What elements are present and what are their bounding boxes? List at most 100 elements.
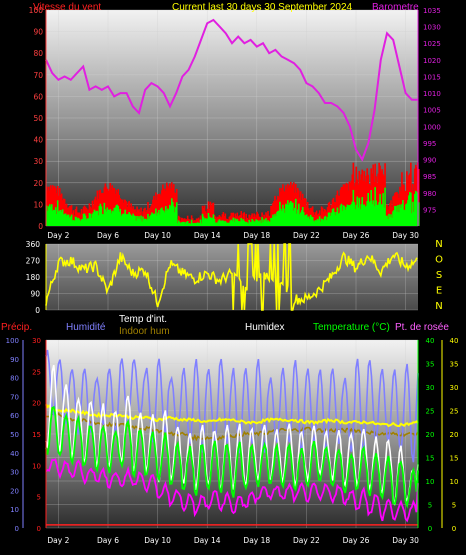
compass-label: N — [435, 301, 442, 312]
wind-bar — [178, 222, 181, 226]
wind-direction-ticks: 0 90 180 270 360 — [26, 240, 41, 315]
wind-bar — [168, 209, 170, 226]
wind-bar — [247, 223, 249, 226]
wind-bar — [286, 204, 288, 226]
gust-bar — [167, 185, 169, 226]
wind-bar — [141, 221, 143, 226]
wind-bar — [226, 222, 229, 226]
wind-bar — [240, 217, 243, 226]
wind-bar — [180, 222, 183, 226]
wind-bar — [399, 204, 401, 226]
wind-bar — [298, 214, 301, 226]
wind-bar — [211, 217, 214, 226]
gust-bar — [192, 220, 195, 226]
wind-speed-label: Vitesse du vent — [33, 2, 102, 13]
wind-bar — [310, 216, 313, 226]
gust-bar — [54, 188, 57, 226]
wind-bar — [309, 214, 312, 226]
wind-bar — [373, 206, 375, 226]
gust-bar — [349, 182, 352, 226]
temp2-tick-label: 25 — [450, 408, 459, 416]
wind-bar — [418, 202, 420, 226]
wind-bar — [220, 220, 223, 226]
wind-bar — [273, 216, 275, 226]
wind-bar — [143, 219, 145, 226]
wind-bar — [338, 212, 341, 226]
gust-bar — [391, 206, 393, 226]
wind-bar — [84, 215, 87, 226]
wind-bar — [85, 219, 88, 226]
gust-bar — [69, 205, 72, 226]
gust-bar — [225, 218, 228, 226]
gust-bar — [343, 184, 346, 226]
gust-bar — [350, 180, 353, 226]
gust-bar — [91, 200, 94, 226]
gust-bar — [184, 219, 187, 226]
wind-bar — [78, 219, 81, 226]
wind-bar — [262, 222, 264, 226]
temp2-tick-label: 15 — [450, 455, 459, 463]
wind-bar — [200, 223, 203, 226]
wind-bar — [212, 214, 215, 226]
gust-bar — [211, 203, 214, 226]
x-tick-label: Day 22 — [293, 231, 320, 240]
wind-bar — [362, 205, 365, 226]
x-tick-label: Day 6 — [97, 536, 119, 545]
gust-bar — [320, 206, 323, 226]
barometer-line — [45, 18, 418, 162]
gust-bar — [360, 174, 363, 226]
humidity-tick-label: 50 — [10, 431, 19, 439]
wind-bar — [53, 210, 56, 226]
wind-baro-x-ticks: Day 2 Day 6 Day 10 Day 14 Day 18 Day 22 Day 26… — [47, 231, 419, 240]
gust-bar — [78, 212, 81, 226]
wind-bar — [154, 213, 156, 226]
gust-bar — [418, 168, 420, 226]
baro-tick-label: 1000 — [423, 123, 441, 131]
gust-bar — [156, 199, 158, 226]
wind-bar — [266, 221, 268, 226]
wind-bar — [292, 202, 294, 226]
wind-bar — [279, 201, 281, 226]
wind-bar — [214, 222, 217, 226]
wind-bar — [341, 210, 344, 226]
wind-bar — [275, 216, 277, 226]
baro-tick-label: 1010 — [423, 90, 441, 98]
precip-tick-label: 0 — [37, 525, 41, 533]
wind-bar — [230, 219, 233, 226]
wind-bar — [215, 222, 218, 226]
wind-bar — [252, 220, 254, 226]
baro-tick-label: 1020 — [423, 57, 441, 65]
wind-bar — [404, 210, 406, 226]
wind-bar — [342, 205, 345, 226]
gust-bar — [73, 215, 76, 226]
compass-label: O — [435, 255, 443, 266]
wind-bar — [405, 204, 407, 226]
gust-bar — [107, 190, 110, 226]
wind-bar — [195, 223, 198, 226]
wind-bar — [194, 222, 197, 226]
gust-bar — [258, 216, 260, 226]
wind-bar — [54, 207, 57, 226]
humidity-tick-label: 100 — [6, 337, 19, 345]
x-tick-label: Day 30 — [392, 231, 419, 240]
precip-tick-label: 15 — [32, 431, 41, 439]
wind-axis-ticks: 0 10 20 30 40 50 60 70 80 90 100 — [29, 6, 44, 231]
gust-bar — [109, 182, 112, 226]
gust-bar — [141, 216, 143, 226]
temp-tick-label: 0 — [428, 525, 432, 533]
gust-bar — [152, 199, 154, 226]
wind-bar — [112, 211, 115, 226]
gust-bar — [377, 173, 379, 226]
wind-bar — [63, 213, 66, 226]
gust-bar — [372, 164, 374, 226]
wind-bar — [372, 200, 374, 226]
x-tick-label: Day 10 — [144, 231, 171, 240]
wind-bar — [280, 208, 282, 226]
gust-bar — [86, 209, 89, 226]
wind-bar — [402, 200, 404, 226]
gust-bar — [72, 210, 75, 226]
gust-bar — [319, 214, 322, 226]
temp-tick-label: 25 — [426, 408, 435, 416]
